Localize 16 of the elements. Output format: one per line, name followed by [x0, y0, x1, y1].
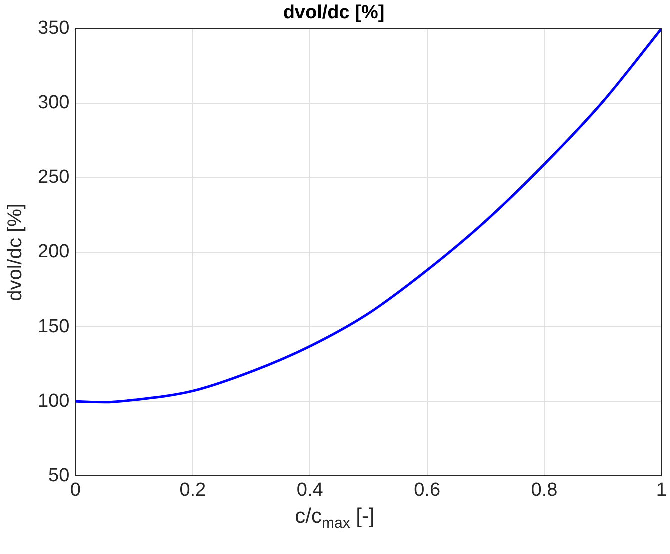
y-tick-label: 50 [48, 465, 70, 486]
x-tick-label: 1 [656, 480, 668, 501]
x-axis-title: c/c$_{max}$ [-] [294, 505, 376, 532]
y-tick-label: 250 [38, 167, 70, 188]
y-tick-label: 100 [38, 390, 70, 412]
x-tick-label: 0 [70, 480, 81, 501]
chart-title: dvol/dc [%] [283, 2, 385, 24]
x-tick-label: 0.8 [531, 480, 558, 501]
y-tick-label: 350 [38, 18, 70, 40]
y-tick-label: 150 [38, 316, 70, 338]
y-tick-label: 300 [38, 92, 70, 114]
y-tick-label: 200 [38, 242, 70, 263]
y-axis-title: dvol/dc [%] [4, 204, 27, 302]
x-tick-label: 0.6 [414, 480, 441, 501]
x-tick-label: 0.2 [180, 480, 206, 501]
x-tick-label: 0.4 [296, 480, 324, 501]
